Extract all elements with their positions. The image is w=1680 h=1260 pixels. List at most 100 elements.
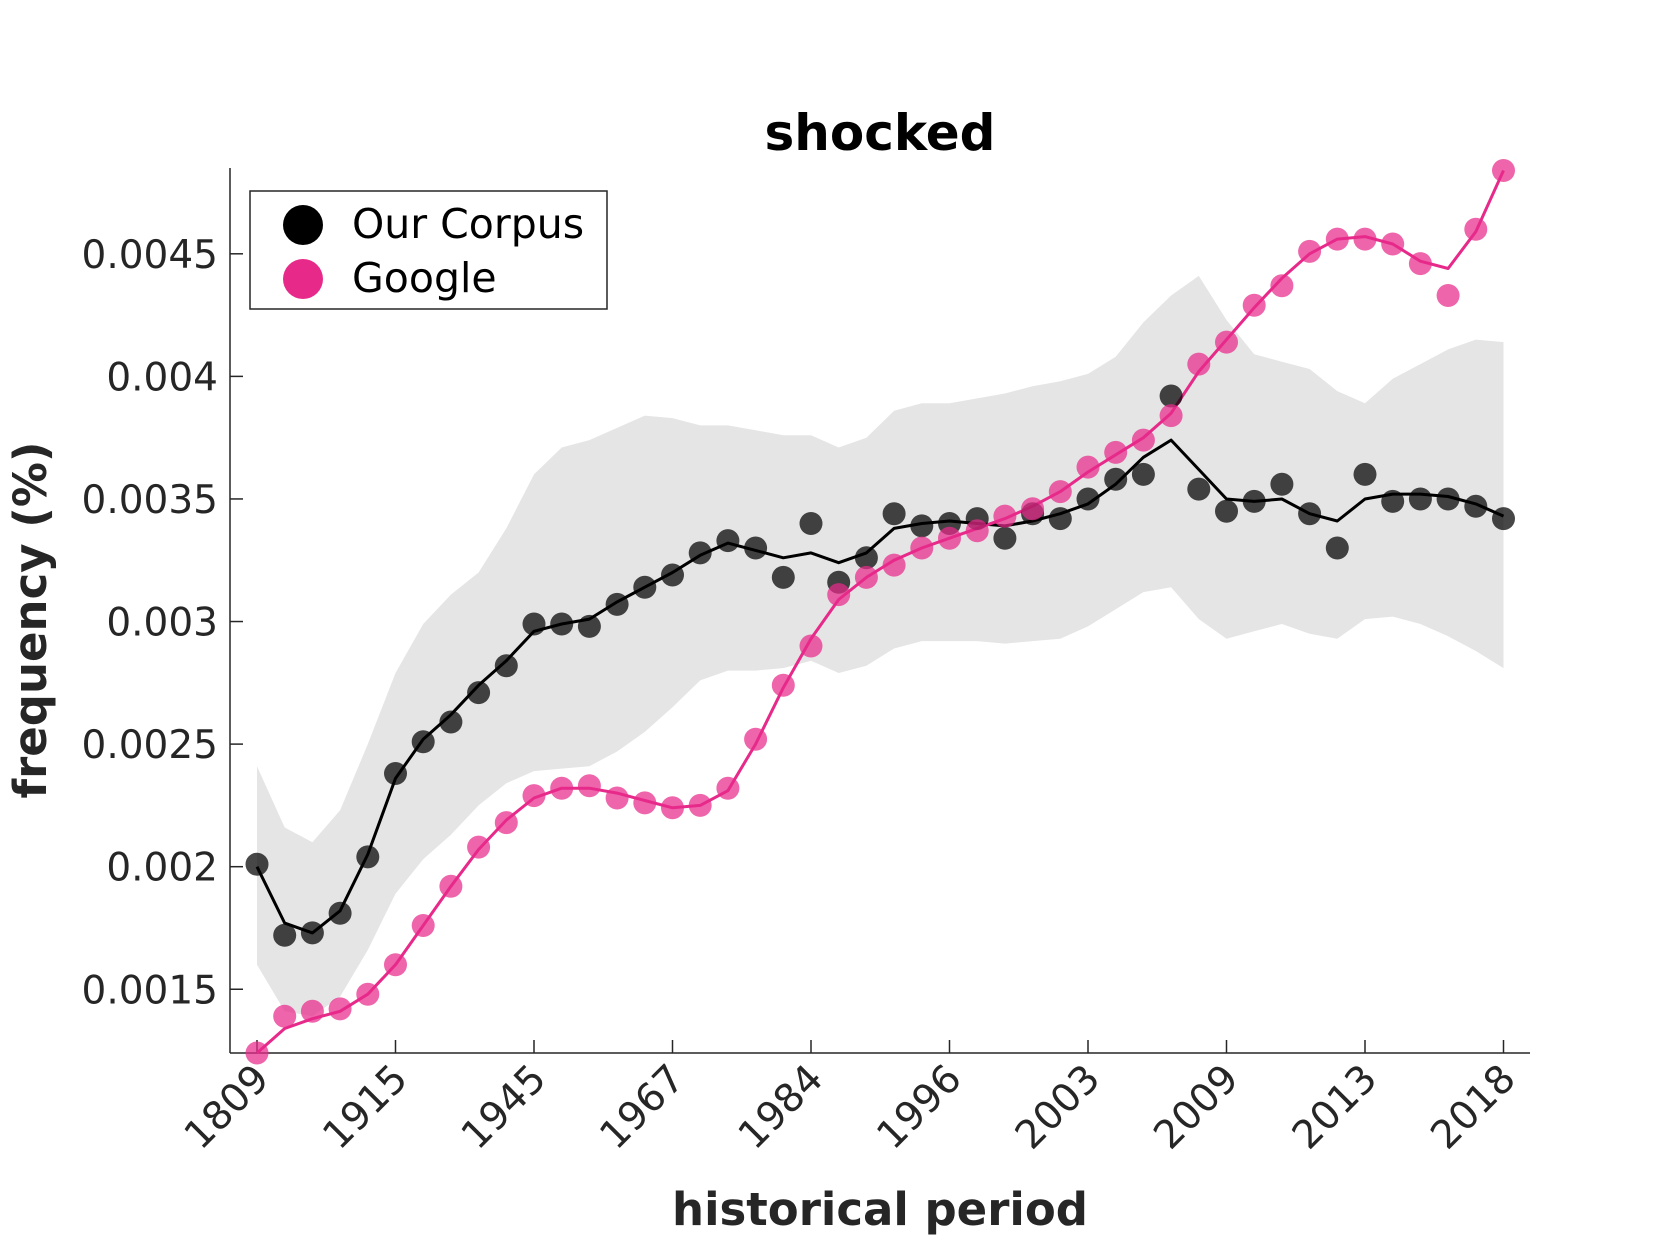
- google-point: [605, 786, 629, 810]
- our-corpus-point: [1076, 487, 1100, 511]
- google-point: [1187, 352, 1211, 376]
- google-point: [827, 583, 851, 607]
- our-corpus-point: [494, 654, 518, 678]
- google-line: [256, 169, 1505, 1055]
- series-points-layer: [245, 159, 1515, 1065]
- our-corpus-point: [384, 762, 407, 785]
- our-corpus-line: [255, 438, 1505, 935]
- our-corpus-point: [467, 681, 491, 705]
- axes: [229, 168, 1530, 1054]
- y-tick-label: 0.0015: [82, 968, 218, 1013]
- google-point: [1159, 404, 1183, 428]
- our-corpus-point: [1353, 462, 1377, 486]
- our-corpus-point: [577, 614, 601, 638]
- our-corpus-point: [1270, 472, 1294, 496]
- google-point: [1242, 293, 1266, 317]
- google-point: [411, 914, 435, 937]
- series-lines-layer: [255, 169, 1505, 1055]
- google-point: [384, 953, 407, 977]
- our-corpus-point: [771, 565, 795, 589]
- our-corpus-point: [633, 575, 657, 599]
- y-axis-title: frequency (%): [4, 442, 57, 799]
- our-corpus-point: [1242, 489, 1266, 513]
- x-tick-label: 2018: [1423, 1056, 1525, 1158]
- our-corpus-point: [1159, 384, 1183, 408]
- our-corpus-point: [328, 901, 352, 925]
- legend-label-google: Google: [352, 254, 497, 302]
- google-point: [273, 1004, 297, 1028]
- our-corpus-point: [273, 923, 297, 947]
- google-point: [1104, 440, 1128, 464]
- our-corpus-point: [882, 502, 906, 526]
- our-corpus-point: [688, 541, 712, 565]
- google-point: [633, 791, 657, 815]
- our-corpus-point: [550, 612, 574, 636]
- our-corpus-point: [439, 710, 463, 734]
- google-point: [882, 553, 906, 577]
- confidence-band-layer: [257, 275, 1504, 1017]
- x-tick-label: 2009: [1146, 1056, 1248, 1158]
- x-tick-label: 1996: [869, 1056, 971, 1158]
- google-point: [550, 776, 574, 800]
- google-point: [522, 784, 546, 808]
- our-corpus-point: [245, 852, 269, 876]
- google-point: [1408, 252, 1432, 276]
- our-corpus-point: [1131, 462, 1155, 486]
- google-point: [993, 504, 1017, 528]
- our-corpus-point: [993, 526, 1017, 550]
- google-point: [1381, 232, 1405, 256]
- google-point: [1048, 480, 1072, 504]
- google-point: [328, 997, 352, 1021]
- x-tick-label: 1945: [453, 1056, 555, 1158]
- google-point: [439, 874, 463, 898]
- google-point: [1353, 227, 1377, 251]
- y-tick-label: 0.0035: [82, 478, 218, 523]
- our-corpus-point: [854, 546, 878, 570]
- google-point: [1298, 239, 1322, 263]
- corpus-confidence-band: [257, 275, 1504, 1017]
- our-corpus-point: [1048, 507, 1072, 531]
- google-point: [356, 982, 380, 1006]
- google-point: [245, 1041, 269, 1065]
- our-corpus-point: [744, 536, 768, 560]
- x-tick-label: 1967: [592, 1056, 694, 1158]
- our-corpus-point: [1215, 499, 1238, 523]
- y-tick-label: 0.0025: [82, 723, 218, 768]
- google-point: [688, 793, 712, 817]
- our-corpus-point: [716, 529, 740, 553]
- legend-marker-google: [283, 259, 323, 299]
- chart-title: shocked: [765, 104, 996, 162]
- google-point: [1436, 284, 1460, 307]
- legend: Our Corpus Google: [249, 190, 608, 310]
- google-point: [1464, 217, 1488, 241]
- google-point: [910, 536, 934, 560]
- google-point: [1021, 497, 1045, 521]
- our-corpus-point: [661, 563, 684, 587]
- x-tick-label: 2003: [1007, 1056, 1109, 1158]
- our-corpus-point: [522, 612, 546, 636]
- our-corpus-point: [411, 730, 435, 754]
- google-point: [494, 811, 518, 835]
- google-point: [1270, 274, 1294, 298]
- our-corpus-point: [910, 514, 934, 538]
- our-corpus-point: [1104, 467, 1128, 491]
- y-tick-label: 0.0045: [82, 233, 218, 278]
- our-corpus-point: [300, 921, 324, 945]
- google-point: [716, 776, 740, 800]
- our-corpus-point: [1464, 494, 1488, 518]
- google-point: [577, 774, 601, 798]
- x-axis-title: historical period: [672, 1183, 1088, 1236]
- our-corpus-point: [799, 512, 823, 535]
- google-point: [854, 565, 878, 589]
- y-tick-label: 0.002: [106, 846, 218, 891]
- google-point: [744, 727, 768, 751]
- legend-marker-our-corpus: [283, 205, 323, 245]
- x-tick-label: 2013: [1284, 1056, 1386, 1158]
- legend-label-our-corpus: Our Corpus: [352, 200, 584, 248]
- google-point: [965, 519, 989, 543]
- our-corpus-point: [1436, 487, 1460, 511]
- google-point: [1325, 227, 1349, 251]
- google-point: [1492, 159, 1515, 182]
